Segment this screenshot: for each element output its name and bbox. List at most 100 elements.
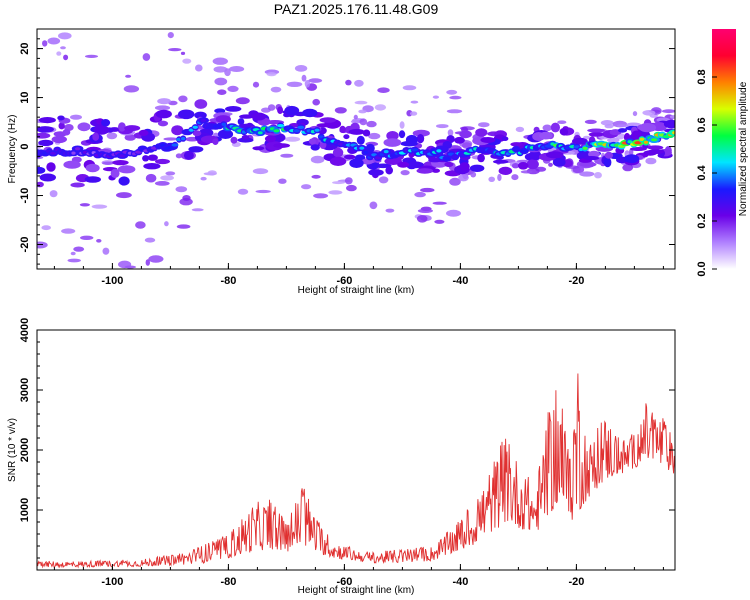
heatmap-cell: [84, 176, 102, 183]
heatmap-speckle: [148, 255, 164, 263]
heatmap-speckle: [607, 137, 620, 143]
colorbar-tick-label: 0.0: [696, 261, 708, 276]
heatmap-cell: [118, 122, 126, 132]
spectrogram-y-label: Frequency (Hz): [7, 115, 18, 184]
heatmap-speckle: [310, 155, 325, 164]
x-tick-label: -80: [220, 275, 236, 287]
heatmap-speckle: [278, 178, 287, 184]
heatmap-speckle: [511, 174, 519, 181]
heatmap-speckle: [366, 120, 377, 128]
heatmap-speckle: [175, 186, 188, 193]
heatmap-cell: [138, 129, 149, 136]
heatmap-cell: [85, 163, 100, 173]
heatmap-cell: [343, 134, 350, 140]
heatmap-cell: [157, 120, 169, 127]
heatmap-speckle: [301, 184, 312, 190]
heatmap-ridge-core: [192, 125, 198, 129]
snr-y-label: SNR (10 * v/v): [7, 418, 18, 482]
heatmap-cell: [237, 118, 245, 126]
heatmap-ridge-core: [50, 151, 57, 155]
heatmap-speckle: [346, 184, 357, 192]
heatmap-ridge-core: [277, 124, 285, 128]
heatmap-speckle: [85, 54, 98, 59]
figure-title: PAZ1.2025.176.11.48.G09: [274, 1, 439, 17]
heatmap-speckle: [449, 177, 461, 186]
heatmap-ridge-outer: [668, 129, 675, 136]
heatmap-cell: [37, 132, 51, 139]
heatmap-speckle: [400, 170, 410, 176]
heatmap-cell: [62, 128, 71, 136]
heatmap-speckle: [436, 124, 449, 129]
colorbar: 0.0 0.2 0.4 0.6 0.8 Normalized spectral ampl…: [696, 29, 749, 277]
heatmap-speckle: [106, 132, 118, 140]
heatmap-cell: [348, 128, 365, 135]
heatmap-cell: [629, 147, 647, 151]
heatmap-cell: [51, 135, 67, 144]
heatmap-speckle: [176, 224, 191, 229]
heatmap-cell: [349, 158, 364, 168]
heatmap-cell: [631, 130, 642, 140]
heatmap-speckle: [447, 129, 454, 137]
heatmap-ridge-core: [273, 129, 280, 133]
heatmap-cell: [101, 119, 111, 127]
heatmap-speckle: [414, 191, 426, 198]
heatmap-speckle: [102, 247, 110, 255]
heatmap-cell: [70, 182, 85, 188]
heatmap-speckle: [449, 95, 462, 100]
heatmap-ridge-core: [74, 147, 81, 151]
heatmap-cell: [251, 112, 266, 121]
heatmap-cell: [368, 169, 384, 176]
heatmap-cell: [188, 146, 204, 153]
snr-panel: -100 -80 -60 -40 -20 1000 2000 3000 4000 Height…: [7, 318, 676, 596]
heatmap-cell: [372, 162, 379, 169]
heatmap-speckle: [70, 251, 76, 256]
heatmap-cell: [552, 158, 566, 167]
heatmap-speckle: [301, 74, 307, 82]
heatmap-cell: [501, 136, 509, 141]
heatmap-ridge-core: [443, 156, 451, 161]
heatmap-cell: [412, 129, 430, 137]
heatmap-ridge-core: [650, 138, 658, 142]
heatmap-speckle: [73, 246, 85, 252]
heatmap-cell: [178, 109, 195, 120]
heatmap-speckle: [41, 225, 51, 231]
heatmap-cell: [469, 164, 485, 172]
heatmap-ridge-core: [643, 140, 649, 144]
heatmap-cell: [416, 134, 425, 144]
heatmap-speckle: [402, 85, 417, 91]
heatmap-cell: [77, 122, 91, 132]
heatmap-speckle: [642, 110, 656, 116]
heatmap-speckle: [157, 98, 172, 105]
heatmap-cell: [264, 135, 277, 143]
heatmap-speckle: [345, 79, 352, 86]
heatmap-speckle: [67, 258, 81, 263]
heatmap-ridge-core: [257, 131, 263, 135]
heatmap-speckle: [470, 171, 477, 178]
snr-x-ticks: -100 -80 -60 -40 -20: [53, 564, 664, 588]
heatmap-cell: [310, 144, 320, 151]
heatmap-speckle: [420, 187, 435, 193]
y-tick-label: 2000: [19, 438, 31, 462]
heatmap-cell: [239, 114, 254, 119]
heatmap-speckle: [124, 134, 136, 141]
heatmap-speckle: [60, 46, 66, 50]
heatmap-cell: [237, 137, 254, 143]
heatmap-cell: [215, 115, 231, 124]
heatmap-cell: [217, 129, 234, 139]
heatmap-speckle: [626, 122, 642, 128]
heatmap-cell: [93, 125, 110, 135]
heatmap-cell: [480, 137, 496, 143]
heatmap-speckle: [354, 79, 364, 87]
x-tick-label: -20: [568, 275, 584, 287]
heatmap-cell: [583, 156, 600, 161]
heatmap-ridge-core: [71, 151, 76, 155]
heatmap-speckle: [661, 109, 675, 114]
heatmap-cell: [38, 117, 56, 124]
heatmap-cell: [37, 166, 46, 174]
heatmap-cell: [284, 105, 300, 116]
spectrogram-x-label: Height of straight line (km): [298, 285, 415, 296]
heatmap-speckle: [255, 189, 271, 194]
heatmap-cell: [529, 150, 542, 161]
spectrogram-frame: [36, 28, 676, 270]
y-tick-label: 3000: [19, 378, 31, 402]
